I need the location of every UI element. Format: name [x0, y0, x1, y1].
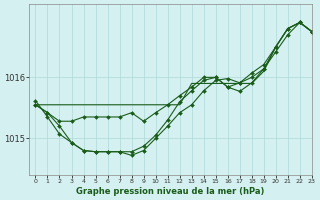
X-axis label: Graphe pression niveau de la mer (hPa): Graphe pression niveau de la mer (hPa)	[76, 187, 265, 196]
